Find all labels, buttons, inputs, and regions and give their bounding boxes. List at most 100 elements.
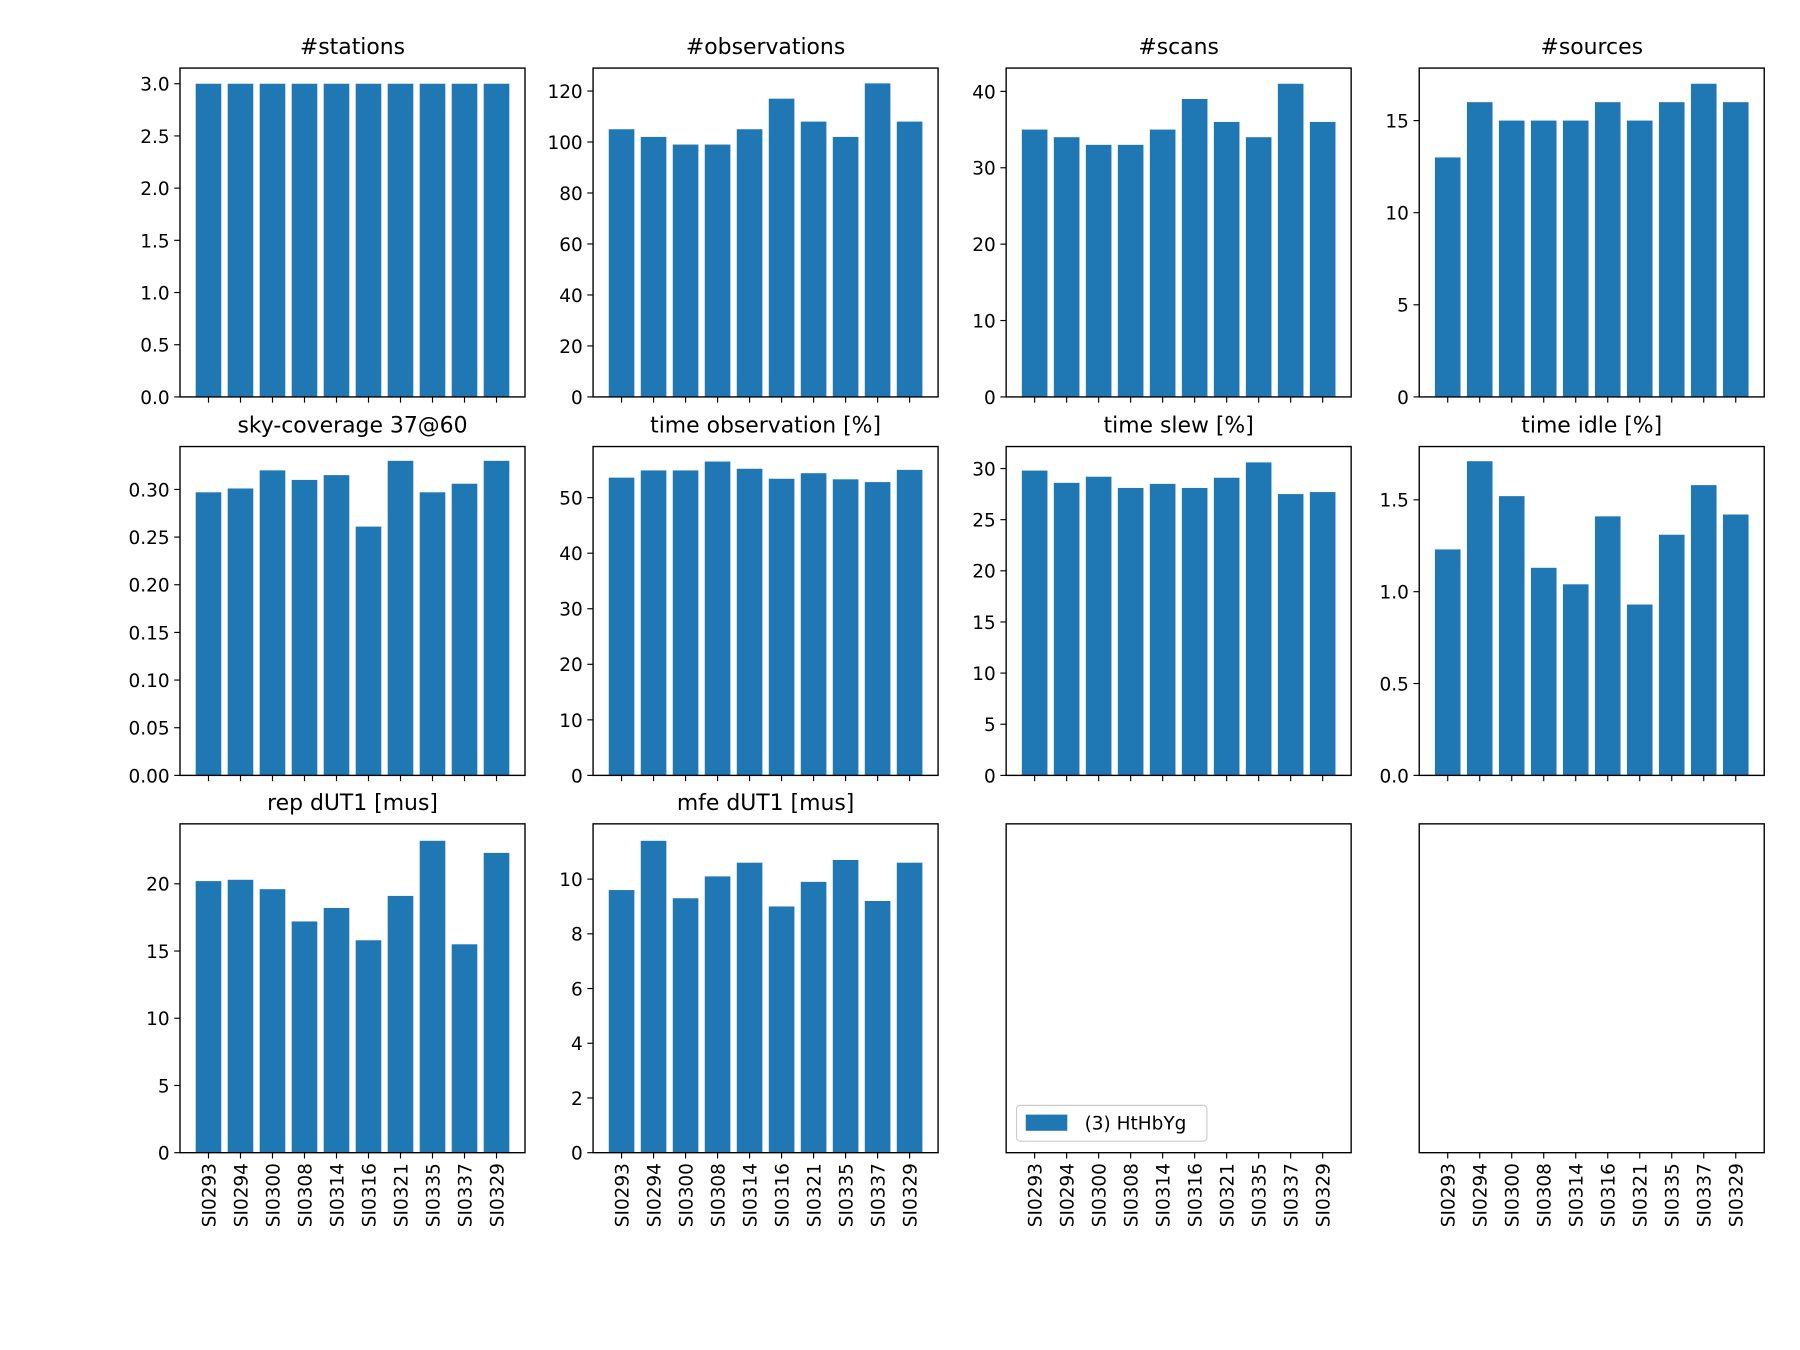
x-tick-label: SI0335 <box>1663 1163 1684 1227</box>
bar <box>291 83 318 397</box>
y-tick-label: 15 <box>972 613 995 634</box>
bar <box>387 460 414 776</box>
y-tick-label: 0 <box>571 766 583 787</box>
y-tick-label: 10 <box>1385 204 1408 225</box>
y-tick-label: 20 <box>146 875 169 896</box>
x-tick-label: SI0335 <box>1250 1163 1271 1227</box>
y-tick-label: 40 <box>559 286 582 307</box>
bar <box>1562 584 1589 776</box>
legend-box <box>1015 1104 1208 1142</box>
bar <box>1690 83 1717 397</box>
x-tick-label: SI0308 <box>708 1163 729 1227</box>
bar <box>896 469 923 776</box>
bar <box>227 83 254 397</box>
bar <box>1117 144 1144 397</box>
x-tick-label: SI0314 <box>740 1163 761 1227</box>
bar <box>259 470 286 776</box>
bar <box>1466 461 1493 776</box>
y-tick-label: 10 <box>972 664 995 685</box>
axes-frame <box>1005 445 1352 777</box>
bar <box>227 488 254 776</box>
y-tick-label: 40 <box>972 82 995 103</box>
panel-title: time observation [%] <box>650 414 881 439</box>
bar <box>1434 549 1461 776</box>
y-tick-label: 10 <box>559 870 582 891</box>
x-tick-label: SI0300 <box>263 1163 284 1227</box>
panel-title: rep dUT1 [mus] <box>267 791 438 816</box>
y-tick-label: 20 <box>559 655 582 676</box>
axes-frame <box>592 823 939 1154</box>
x-tick-label: SI0337 <box>1695 1163 1716 1227</box>
x-tick-label: SI0294 <box>1471 1163 1492 1227</box>
panel-title: #observations <box>686 35 845 60</box>
y-tick-label: 0 <box>571 1144 583 1165</box>
bar <box>640 470 667 776</box>
y-tick-label: 20 <box>972 235 995 256</box>
panel-title: #scans <box>1138 35 1219 60</box>
x-tick-label: SI0293 <box>199 1163 220 1227</box>
bar <box>323 475 350 776</box>
axes-frame <box>179 67 526 398</box>
x-tick-label: SI0308 <box>295 1163 316 1227</box>
bar <box>1181 487 1208 776</box>
bar <box>1530 120 1557 397</box>
x-tick-label: SI0314 <box>327 1163 348 1227</box>
y-tick-label: 0 <box>984 766 996 787</box>
bar <box>1626 120 1653 397</box>
bar <box>640 840 667 1153</box>
x-tick-label: SI0329 <box>1314 1163 1335 1227</box>
y-tick-label: 0 <box>571 388 583 409</box>
bar <box>640 136 667 397</box>
axes-frame <box>1418 67 1765 398</box>
axes-frame <box>1418 823 1765 1154</box>
bar <box>1085 476 1112 776</box>
bar <box>419 840 446 1153</box>
bar <box>832 136 859 397</box>
bar <box>451 83 478 397</box>
x-tick-label: SI0293 <box>612 1163 633 1227</box>
bar <box>259 889 286 1153</box>
y-tick-label: 5 <box>984 715 996 736</box>
bar <box>1213 477 1240 776</box>
bar <box>608 477 635 776</box>
x-tick-label: SI0321 <box>1631 1163 1652 1227</box>
bar <box>736 862 763 1153</box>
bar <box>1626 604 1653 776</box>
y-tick-label: 80 <box>559 184 582 205</box>
bar <box>1722 102 1749 397</box>
x-tick-label: SI0316 <box>1599 1163 1620 1227</box>
bar <box>1309 121 1336 397</box>
x-tick-label: SI0321 <box>1218 1163 1239 1227</box>
bar <box>483 460 510 776</box>
y-tick-label: 0.00 <box>129 766 170 787</box>
bar <box>1690 485 1717 776</box>
bar <box>451 483 478 776</box>
bar <box>800 121 827 397</box>
bar <box>419 83 446 397</box>
bar <box>355 526 382 776</box>
legend-swatch <box>1025 1114 1068 1131</box>
bar <box>608 890 635 1153</box>
y-tick-label: 10 <box>146 1009 169 1030</box>
bar <box>704 461 731 776</box>
bar <box>1053 137 1080 397</box>
x-tick-label: SI0337 <box>455 1163 476 1227</box>
x-tick-label: SI0314 <box>1154 1163 1175 1227</box>
x-tick-label: SI0300 <box>676 1163 697 1227</box>
bar <box>1498 120 1525 397</box>
bar <box>1594 102 1621 397</box>
y-tick-label: 0.10 <box>129 671 170 692</box>
y-tick-label: 20 <box>559 337 582 358</box>
bar <box>1722 514 1749 776</box>
y-tick-label: 120 <box>547 82 582 103</box>
y-tick-label: 0 <box>1397 388 1409 409</box>
bar <box>195 881 222 1153</box>
x-tick-label: SI0293 <box>1439 1163 1460 1227</box>
y-tick-label: 2.0 <box>140 179 169 200</box>
axes-frame <box>592 445 939 777</box>
bar <box>291 479 318 776</box>
x-tick-label: SI0294 <box>1058 1163 1079 1227</box>
y-tick-label: 5 <box>158 1076 170 1097</box>
y-tick-label: 30 <box>972 159 995 180</box>
bar <box>1594 516 1621 776</box>
